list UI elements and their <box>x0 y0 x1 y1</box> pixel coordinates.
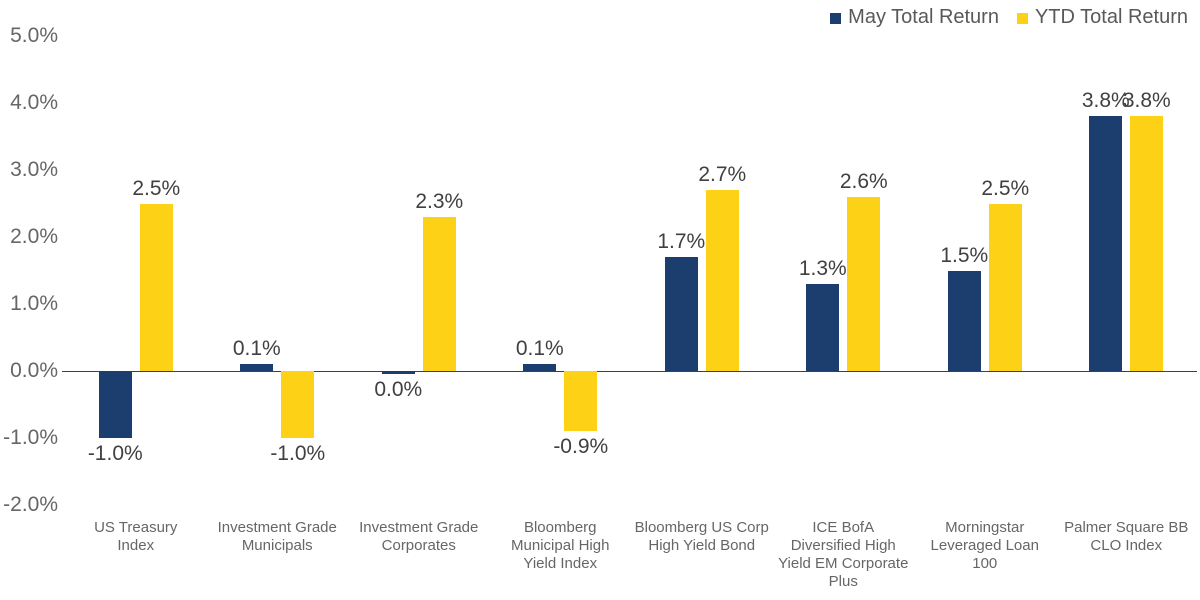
bar-value-label: 2.5% <box>132 176 181 200</box>
x-axis-category-label: Bloomberg Municipal High Yield Index <box>511 519 610 572</box>
bar-may <box>240 364 274 371</box>
x-axis-category-label: ICE BofA Diversified High Yield EM Corpo… <box>778 519 909 590</box>
bar-ytd <box>139 203 173 371</box>
legend-item-may: May Total Return <box>830 6 999 29</box>
bar-value-label: 0.1% <box>515 337 564 361</box>
bar-value-label: 3.8% <box>1122 89 1171 113</box>
bar-value-label: 2.5% <box>981 176 1030 200</box>
bar-may <box>381 371 415 374</box>
bar-ytd <box>564 371 598 432</box>
bar-value-label: 2.3% <box>415 189 464 213</box>
bar-ytd <box>281 371 315 438</box>
bar-value-label: 1.3% <box>798 256 847 280</box>
bar-value-label: -0.9% <box>553 435 609 459</box>
bar-may <box>664 257 698 371</box>
x-axis-category-label: Investment Grade Corporates <box>359 519 479 554</box>
bar-value-label: 3.8% <box>1081 89 1130 113</box>
bar-may <box>98 371 132 438</box>
bar-value-label: 0.1% <box>232 337 281 361</box>
x-axis-category-label: Palmer Square BB CLO Index <box>1064 519 1189 554</box>
bar-value-label: 2.6% <box>839 169 888 193</box>
bar-ytd <box>422 216 456 371</box>
legend-label-ytd: YTD Total Return <box>1034 6 1188 28</box>
x-axis-category-label: US Treasury Index <box>94 519 178 554</box>
y-axis-tick-label: 1.0% <box>10 292 58 315</box>
y-axis-tick-label: 5.0% <box>10 24 58 47</box>
bar-value-label: 2.7% <box>698 163 747 187</box>
y-axis-tick-label: -2.0% <box>3 493 58 516</box>
bar-may <box>947 270 981 371</box>
bar-may <box>523 364 557 371</box>
x-axis-category-label: Morningstar Leveraged Loan 100 <box>930 519 1039 572</box>
y-axis-tick-label: -1.0% <box>3 426 58 449</box>
legend-item-ytd: YTD Total Return <box>1016 6 1188 29</box>
y-axis-tick-label: 0.0% <box>10 359 58 382</box>
bar-ytd <box>705 190 739 371</box>
legend-swatch-ytd-icon <box>1016 13 1028 24</box>
bar-value-label: -1.0% <box>87 442 143 465</box>
x-axis-line <box>62 371 1197 372</box>
bar-may <box>806 283 840 371</box>
y-axis-tick-label: 4.0% <box>10 91 58 114</box>
bar-value-label: 1.7% <box>657 230 706 254</box>
bar-value-label: 1.5% <box>940 243 989 267</box>
bar-value-label: -1.0% <box>270 442 326 465</box>
bar-ytd <box>988 203 1022 371</box>
legend-swatch-may-icon <box>830 13 842 24</box>
x-axis-category-label: Investment Grade Municipals <box>217 519 337 554</box>
y-axis-tick-label: 2.0% <box>10 225 58 248</box>
legend-label-may: May Total Return <box>848 6 999 28</box>
bar-may <box>1089 116 1123 371</box>
bar-ytd <box>1130 116 1164 371</box>
bar-value-label: 0.0% <box>374 378 423 401</box>
bar-ytd <box>847 196 881 371</box>
chart-legend: May Total Return YTD Total Return <box>830 6 1188 29</box>
x-axis-category-label: Bloomberg US Corp High Yield Bond <box>634 519 769 554</box>
y-axis-tick-label: 3.0% <box>10 158 58 181</box>
